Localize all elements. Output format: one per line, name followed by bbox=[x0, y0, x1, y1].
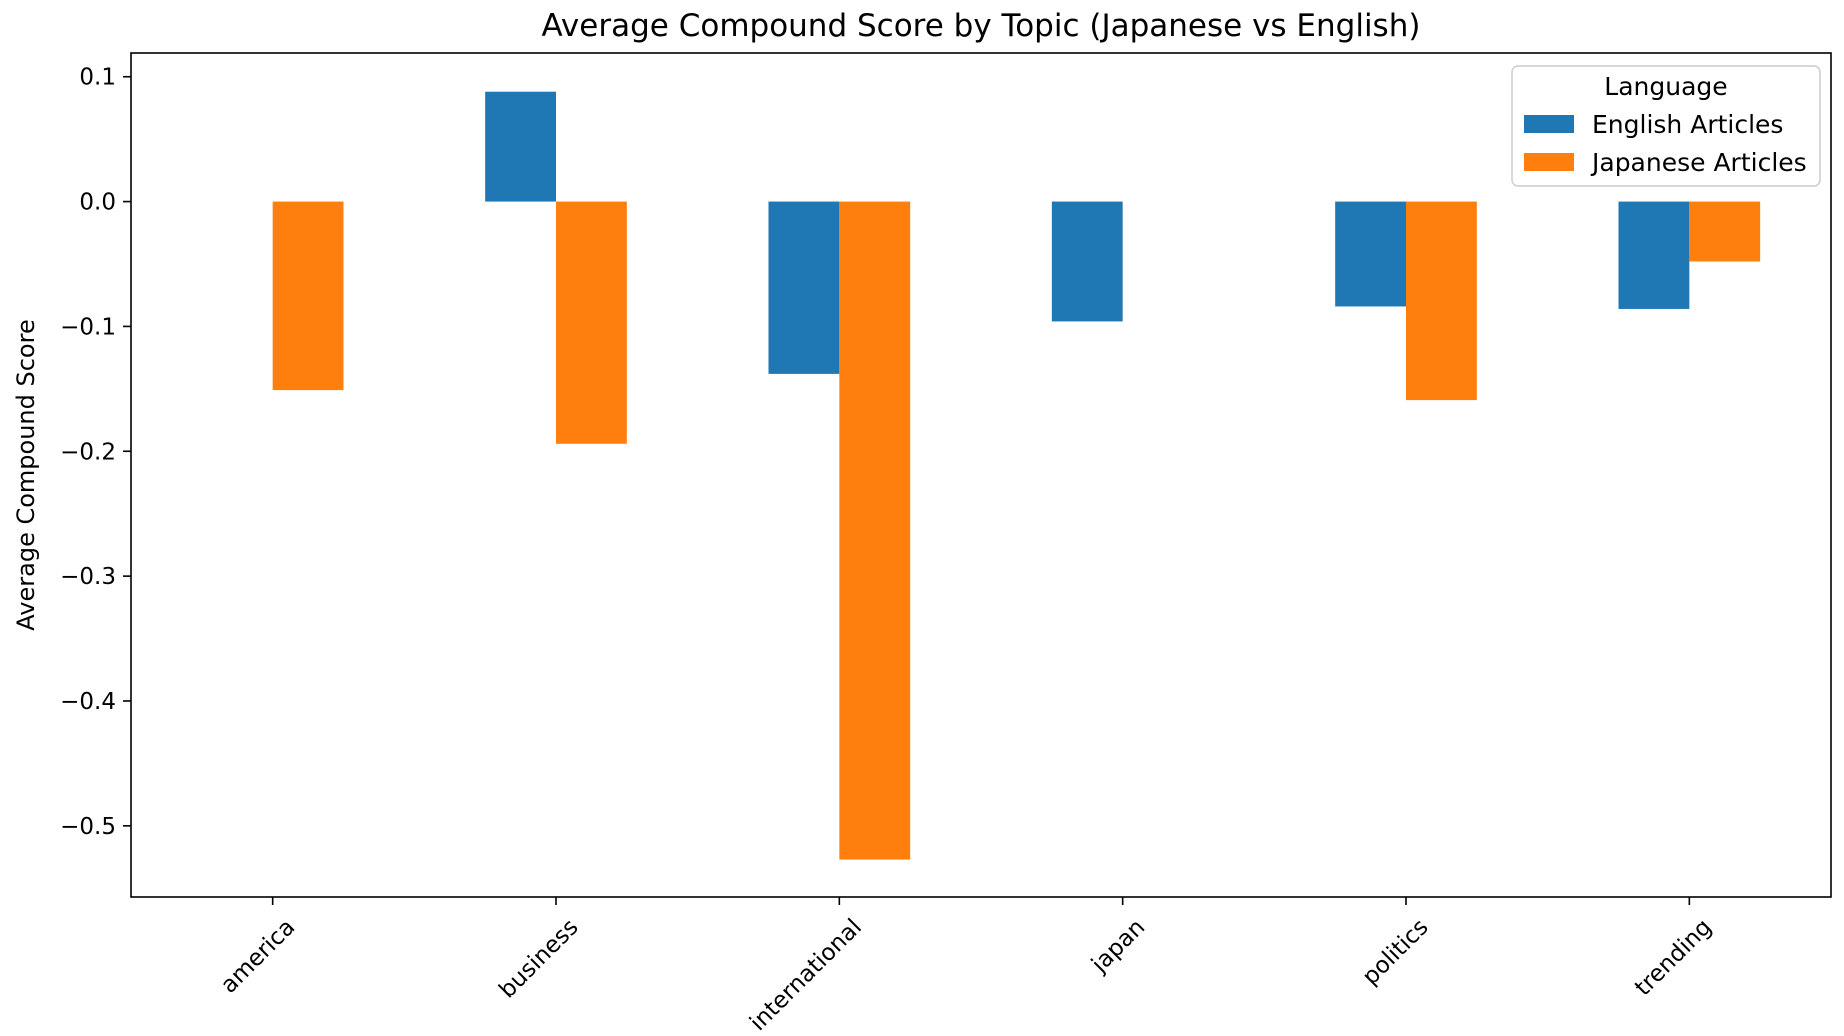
x-tick-label-trending: trending bbox=[1630, 914, 1717, 1001]
bars bbox=[272, 91, 1761, 860]
y-tick-label: −0.3 bbox=[60, 564, 116, 590]
plot-frame bbox=[130, 52, 1832, 898]
bar-japanese-articles-america bbox=[272, 201, 344, 391]
chart-title: Average Compound Score by Topic (Japanes… bbox=[542, 8, 1421, 44]
legend-label-english-articles: English Articles bbox=[1592, 110, 1783, 139]
legend-swatch-english-articles bbox=[1524, 115, 1574, 133]
bar-english-articles-japan bbox=[1051, 201, 1123, 322]
x-axis-ticks: america business international japan politic… bbox=[216, 897, 1717, 1036]
bar-english-articles-politics bbox=[1335, 201, 1406, 307]
bar-english-articles-international bbox=[768, 201, 840, 374]
bar-japanese-articles-trending bbox=[1689, 201, 1761, 262]
y-tick-label: −0.5 bbox=[60, 814, 116, 840]
y-tick-label: 0.0 bbox=[79, 190, 116, 216]
y-tick-label: −0.1 bbox=[60, 314, 116, 340]
legend-swatch-japanese-articles bbox=[1524, 153, 1574, 171]
x-tick-label-business: business bbox=[494, 914, 583, 1003]
y-axis-label: Average Compound Score bbox=[12, 319, 40, 630]
y-tick-label: −0.2 bbox=[60, 439, 116, 465]
x-tick-label-international: international bbox=[745, 914, 867, 1036]
y-tick-label: −0.4 bbox=[60, 689, 116, 715]
legend: Language English Articles Japanese Artic… bbox=[1511, 65, 1821, 187]
bar-english-articles-business bbox=[485, 91, 556, 202]
legend-label-japanese-articles: Japanese Articles bbox=[1590, 148, 1807, 177]
bar-japanese-articles-politics bbox=[1406, 201, 1477, 401]
bar-japanese-articles-business bbox=[556, 201, 627, 444]
x-tick-label-politics: politics bbox=[1358, 914, 1434, 990]
x-tick-label-japan: japan bbox=[1086, 914, 1150, 978]
legend-title: Language bbox=[1604, 72, 1727, 101]
y-axis-ticks: 0.1 0.0 −0.1 −0.2 −0.3 −0.4 −0.5 bbox=[60, 65, 131, 840]
bar-japanese-articles-international bbox=[839, 201, 911, 860]
x-tick-label-america: america bbox=[216, 914, 300, 998]
bar-english-articles-trending bbox=[1618, 201, 1690, 309]
legend-box bbox=[1511, 65, 1821, 187]
y-tick-label: 0.1 bbox=[79, 65, 116, 91]
